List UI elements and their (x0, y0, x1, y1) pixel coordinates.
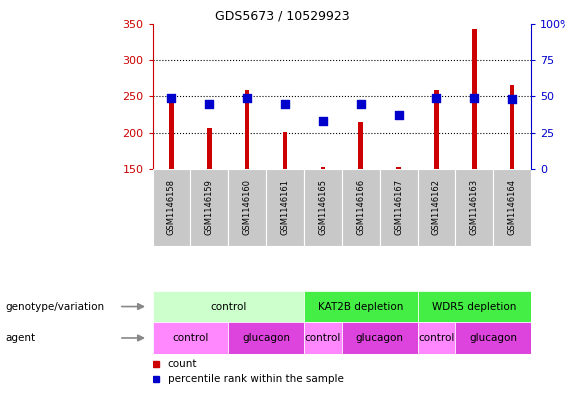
Text: GSM1146161: GSM1146161 (281, 179, 289, 235)
Point (508, 96, 517, 102)
Bar (472, 29, 477, 169)
Bar (153, 322, 228, 354)
Bar (304, 169, 342, 246)
Text: agent: agent (6, 333, 36, 343)
Text: control: control (210, 301, 246, 312)
Bar (342, 322, 418, 354)
Point (167, 95, 176, 101)
Text: control: control (172, 333, 208, 343)
Bar (266, 169, 304, 246)
Text: glucagon: glucagon (470, 333, 517, 343)
Point (357, 100, 366, 107)
Bar (228, 322, 304, 354)
Text: GSM1146158: GSM1146158 (167, 179, 176, 235)
Text: GSM1146166: GSM1146166 (357, 179, 365, 235)
Bar (245, 90, 250, 169)
Text: GSM1146159: GSM1146159 (205, 179, 214, 235)
Text: percentile rank within the sample: percentile rank within the sample (168, 374, 344, 384)
Text: GSM1146160: GSM1146160 (243, 179, 251, 235)
Bar (418, 322, 455, 354)
Bar (455, 169, 493, 246)
Text: GDS5673 / 10529923: GDS5673 / 10529923 (215, 10, 350, 23)
Text: count: count (168, 358, 197, 369)
Bar (358, 122, 363, 169)
Bar (418, 291, 531, 322)
Text: GSM1146165: GSM1146165 (319, 179, 327, 235)
Text: control: control (418, 333, 455, 343)
Text: GSM1146167: GSM1146167 (394, 179, 403, 235)
Bar (493, 169, 531, 246)
Bar (342, 169, 380, 246)
Bar (396, 167, 401, 169)
Text: KAT2B depletion: KAT2B depletion (318, 301, 403, 312)
Point (432, 95, 441, 101)
Text: genotype/variation: genotype/variation (6, 301, 105, 312)
Bar (169, 98, 174, 169)
Text: GSM1146162: GSM1146162 (432, 179, 441, 235)
Text: control: control (305, 333, 341, 343)
Point (281, 100, 290, 107)
Text: GSM1146164: GSM1146164 (508, 179, 516, 235)
Bar (455, 322, 531, 354)
Bar (282, 132, 288, 169)
Bar (510, 85, 515, 169)
Point (243, 95, 252, 101)
Bar (304, 322, 342, 354)
Text: glucagon: glucagon (356, 333, 403, 343)
Bar (418, 169, 455, 246)
Point (394, 112, 403, 118)
Point (470, 95, 479, 101)
Bar (304, 291, 418, 322)
Bar (207, 128, 212, 169)
Point (205, 100, 214, 107)
Bar (320, 167, 325, 169)
Text: GSM1146163: GSM1146163 (470, 179, 479, 235)
Bar (190, 169, 228, 246)
Point (319, 118, 328, 124)
Bar (434, 90, 439, 169)
Bar (153, 169, 190, 246)
Bar (380, 169, 418, 246)
Text: glucagon: glucagon (242, 333, 290, 343)
Bar (228, 169, 266, 246)
Bar (153, 291, 304, 322)
Text: WDR5 depletion: WDR5 depletion (432, 301, 516, 312)
